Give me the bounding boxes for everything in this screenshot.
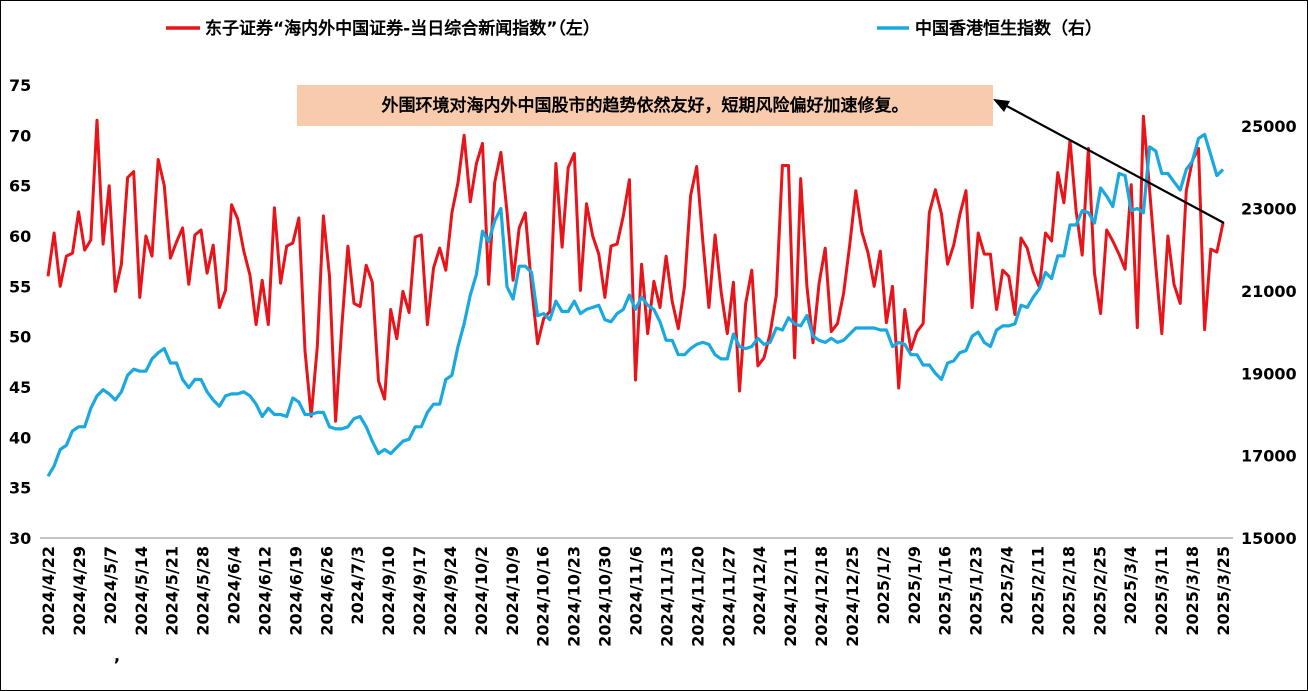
left-tick-label: 55 (9, 277, 31, 296)
x-tick-label: 2024/6/19 (286, 546, 305, 636)
legend-label-news: 东子证券“海内外中国证券-当日综合新闻指数”（左） (205, 18, 600, 39)
x-tick-label: 2024/11/20 (688, 546, 707, 647)
x-tick-label: 2024/6/4 (225, 546, 244, 624)
left-tick-label: 65 (9, 177, 31, 196)
x-tick-label: 2024/9/10 (379, 546, 398, 636)
annotation-arrow-line (1002, 103, 1225, 224)
x-tick-label: 2024/5/7 (101, 546, 120, 624)
x-tick-label: 2024/10/9 (503, 546, 522, 636)
x-tick-label: 2024/10/2 (472, 546, 491, 636)
left-tick-label: 35 (9, 479, 31, 498)
x-tick-label: 2025/1/23 (967, 546, 986, 636)
x-tick-label: 2025/3/4 (1121, 546, 1140, 624)
left-tick-label: 45 (9, 378, 31, 397)
x-tick-label: 2024/9/24 (441, 546, 460, 636)
x-tick-label: 2025/3/25 (1214, 546, 1233, 636)
x-tick-label: 2025/2/18 (1059, 546, 1078, 636)
x-tick-label: 2024/12/25 (843, 546, 862, 647)
left-tick-label: 75 (9, 76, 31, 95)
x-tick-label: 2024/10/23 (565, 546, 584, 647)
x-tick-label: 2024/5/14 (132, 546, 151, 636)
left-tick-label: 60 (9, 227, 31, 246)
annotation-text: 外围环境对海内外中国股市的趋势依然友好，短期风险偏好加速修复。 (382, 95, 909, 116)
x-tick-label: 2024/7/3 (348, 546, 367, 624)
x-tick-label: 2025/1/2 (874, 546, 893, 624)
left-tick-label: 70 (9, 126, 31, 145)
x-tick-label: 2025/2/4 (998, 546, 1017, 624)
left-tick-label: 50 (9, 328, 31, 347)
x-tick-label: 2024/11/27 (719, 546, 738, 647)
x-tick-label: 2024/11/6 (627, 546, 646, 636)
x-tick-label: 2024/5/21 (163, 546, 182, 636)
right-tick-label: 19000 (1241, 364, 1297, 383)
x-tick-label: 2025/3/18 (1183, 546, 1202, 636)
x-tick-label: 2024/4/29 (70, 546, 89, 636)
x-tick-label: 2024/6/12 (255, 546, 274, 636)
x-tick-label: 2025/2/25 (1090, 546, 1109, 636)
right-tick-label: 23000 (1241, 200, 1297, 219)
x-tick-label: 2024/10/30 (596, 546, 615, 647)
x-tick-label: 2024/12/11 (781, 546, 800, 647)
x-tick-label: 2025/2/11 (1028, 546, 1047, 636)
x-tick-label: 2024/4/22 (39, 546, 58, 636)
x-tick-label: 2024/6/26 (317, 546, 336, 636)
left-tick-label: 30 (9, 529, 31, 548)
legend-label-hsi: 中国香港恒生指数（右） (915, 18, 1102, 39)
x-tick-label: 2025/1/9 (905, 546, 924, 624)
x-tick-label: 2024/12/18 (812, 546, 831, 647)
left-tick-label: 40 (9, 428, 31, 447)
x-tick-label: 2024/5/28 (194, 546, 213, 636)
annotation-box (297, 85, 993, 126)
x-tick-label: 2024/10/16 (534, 546, 553, 647)
stray-mark: , (114, 646, 120, 665)
annotation-arrow-head (993, 99, 1010, 112)
right-tick-label: 25000 (1241, 117, 1297, 136)
x-tick-label: 2024/11/13 (657, 546, 676, 647)
hang-seng-line (46, 132, 1225, 478)
x-tick-label: 2024/9/17 (410, 546, 429, 636)
x-tick-label: 2025/3/11 (1152, 546, 1171, 636)
x-tick-label: 2025/1/16 (936, 546, 955, 636)
right-tick-label: 21000 (1241, 282, 1297, 301)
right-tick-label: 15000 (1241, 529, 1297, 548)
x-tick-label: 2024/12/4 (750, 546, 769, 636)
news-index-line (46, 114, 1225, 423)
right-tick-label: 17000 (1241, 447, 1297, 466)
